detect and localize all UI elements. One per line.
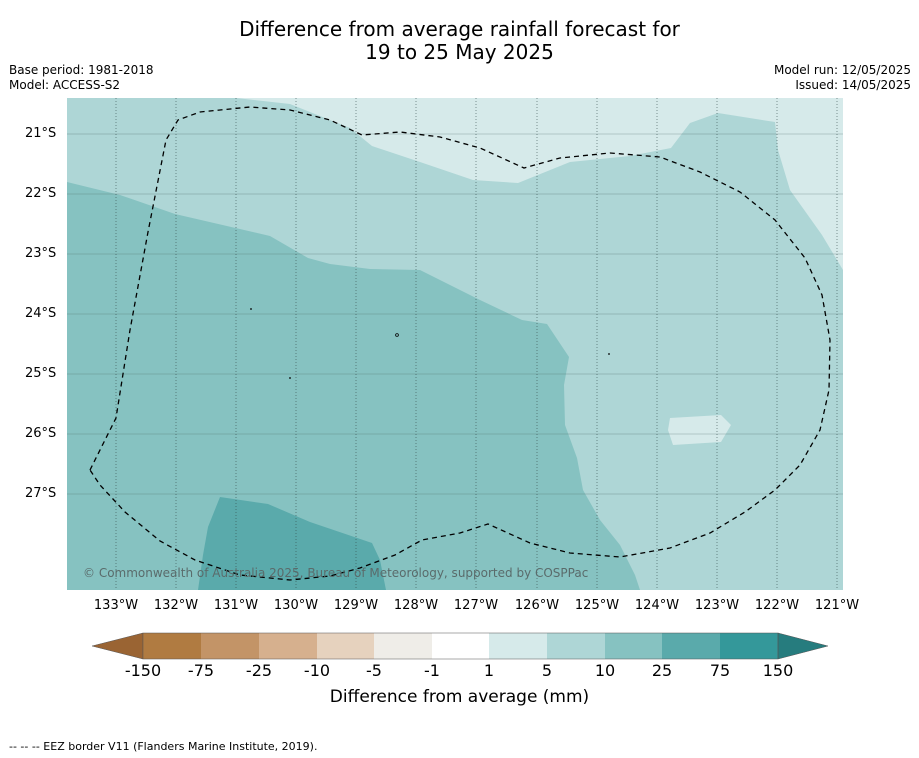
lon-label: 129°W — [333, 598, 379, 613]
colorbar-label: 5 — [541, 661, 553, 680]
region-patch-1-to-5 — [668, 415, 731, 445]
model-run: Model run: 12/05/2025 — [773, 63, 911, 77]
colorbar-bin — [489, 633, 547, 659]
colorbar-bin — [374, 633, 432, 659]
lat-label: 27°S — [25, 486, 57, 501]
colorbar-bin — [547, 633, 605, 659]
lat-label: 21°S — [25, 126, 57, 141]
colorbar-label: 25 — [651, 661, 673, 680]
region-25-to-75 — [198, 497, 386, 590]
graticule — [67, 133, 843, 495]
lon-label: 133°W — [93, 598, 139, 613]
colorbar-label: -5 — [366, 661, 382, 680]
colorbar-label: -1 — [424, 661, 440, 680]
lon-label: 130°W — [273, 598, 319, 613]
lon-label: 126°W — [514, 598, 560, 613]
colorbar — [91, 632, 829, 660]
island — [608, 353, 610, 355]
colorbar-extend-high — [777, 632, 829, 660]
lat-label: 25°S — [25, 366, 57, 381]
colorbar-label: 75 — [709, 661, 731, 680]
region-10-to-25 — [67, 182, 640, 590]
lat-label: 23°S — [25, 246, 57, 261]
colorbar-bin — [662, 633, 720, 659]
colorbar-bin — [259, 633, 317, 659]
colorbar-extend-low — [91, 632, 144, 660]
lon-label: 132°W — [153, 598, 199, 613]
lon-label: 127°W — [453, 598, 499, 613]
island — [395, 333, 399, 337]
colorbar-label: -10 — [303, 661, 331, 680]
colorbar-label: -25 — [245, 661, 273, 680]
meta-left: Base period: 1981-2018 Model: ACCESS-S2 — [9, 63, 154, 93]
lat-label: 22°S — [25, 186, 57, 201]
map-fill — [67, 98, 843, 590]
lon-label: 122°W — [754, 598, 800, 613]
chart-title: Difference from average rainfall forecas… — [0, 18, 919, 64]
meta-right: Model run: 12/05/2025 Issued: 14/05/2025 — [774, 63, 911, 93]
colorbar-bin — [605, 633, 662, 659]
copyright-notice: © Commonwealth of Australia 2025, Bureau… — [83, 566, 589, 580]
base-period: Base period: 1981-2018 — [9, 63, 154, 77]
eez-legend-note: -- -- -- EEZ border V11 (Flanders Marine… — [9, 740, 318, 753]
island — [289, 377, 291, 379]
lon-label: 131°W — [213, 598, 259, 613]
meridians — [115, 98, 838, 590]
model-name: Model: ACCESS-S2 — [9, 78, 121, 92]
colorbar-label: 150 — [762, 661, 794, 680]
lon-label: 123°W — [694, 598, 740, 613]
lat-label: 24°S — [25, 306, 57, 321]
lon-label: 121°W — [814, 598, 860, 613]
lon-label: 125°W — [574, 598, 620, 613]
colorbar-label: 10 — [594, 661, 616, 680]
title-line-2: 19 to 25 May 2025 — [365, 40, 554, 64]
lon-label: 124°W — [634, 598, 680, 613]
colorbar-title: Difference from average (mm) — [329, 687, 590, 707]
issued-date: Issued: 14/05/2025 — [795, 78, 911, 92]
colorbar-outline — [142, 632, 779, 660]
colorbar-label: -75 — [187, 661, 215, 680]
colorbar-bin — [720, 633, 778, 659]
colorbar-bin — [432, 633, 489, 659]
lon-label: 128°W — [393, 598, 439, 613]
lat-label: 26°S — [25, 426, 57, 441]
colorbar-label: 1 — [483, 661, 495, 680]
colorbar-bin — [201, 633, 259, 659]
island — [250, 308, 252, 310]
colorbar-bin — [317, 633, 374, 659]
colorbar-bin — [143, 633, 201, 659]
colorbar-label: -150 — [124, 661, 162, 680]
title-line-1: Difference from average rainfall forecas… — [239, 17, 680, 41]
eez-border — [89, 106, 831, 581]
